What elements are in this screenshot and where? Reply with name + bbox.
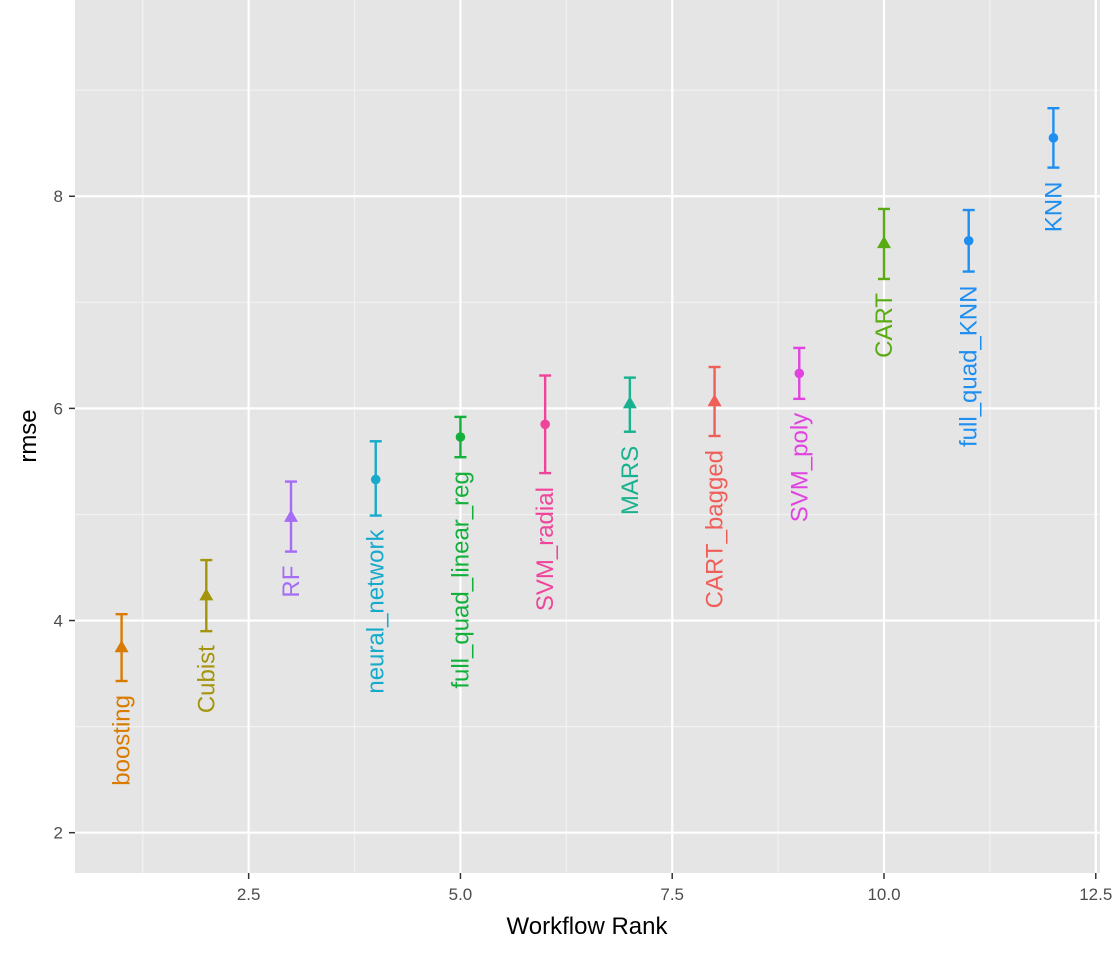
x-tick-label: 2.5 [237, 885, 261, 904]
point-circle [540, 419, 550, 430]
point-label: full_quad_KNN [956, 286, 983, 447]
point-markers [114, 133, 1059, 653]
point-label: SVM_radial [532, 487, 559, 611]
point-label: full_quad_linear_reg [447, 471, 474, 689]
point-label: CART [871, 293, 898, 358]
point-circle [794, 368, 805, 379]
point-triangle [199, 588, 214, 601]
major-gridlines [75, 0, 1100, 873]
minor-gridlines [75, 0, 1100, 873]
point-triangle [114, 640, 129, 653]
point-label: SVM_poly [786, 413, 813, 522]
y-tick-label: 6 [54, 399, 63, 418]
point-circle [1048, 133, 1059, 143]
point-circle [370, 474, 381, 485]
panel-background [75, 0, 1100, 873]
x-axis-title: Workflow Rank [507, 913, 669, 940]
x-tick-label: 5.0 [449, 885, 473, 904]
point-label: Cubist [193, 645, 220, 713]
x-tick-label: 12.5 [1079, 885, 1112, 904]
y-axis: 2 4 6 8 [54, 187, 75, 843]
point-label: MARS [617, 446, 644, 515]
point-triangle [707, 393, 722, 407]
x-tick-label: 7.5 [660, 885, 684, 904]
point-triangle [876, 235, 891, 249]
y-tick-label: 4 [54, 612, 63, 631]
point-circle [455, 432, 466, 442]
point-circle [963, 235, 974, 246]
point-label: KNN [1040, 182, 1067, 233]
point-label: CART_bagged [702, 450, 729, 608]
point-label: neural_network [363, 529, 390, 694]
point-triangle [284, 509, 299, 522]
y-tick-label: 8 [54, 187, 63, 206]
point-label: boosting [109, 695, 136, 786]
y-axis-title: rmse [15, 409, 42, 462]
point-triangle [622, 396, 637, 409]
x-tick-label: 10.0 [867, 885, 900, 904]
point-label: RF [278, 566, 305, 598]
x-axis: 2.5 5.0 7.5 10.0 12.5 [237, 873, 1112, 904]
point-labels: boosting Cubist RF neural_network full_quad_… [109, 182, 1068, 786]
y-tick-label: 2 [54, 824, 63, 843]
